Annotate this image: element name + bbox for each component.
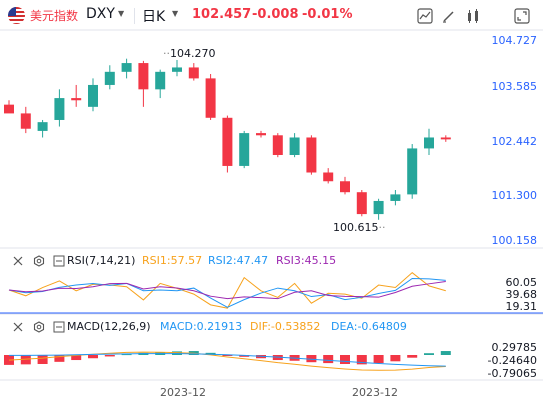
macd-axis-label: -0.24640	[487, 354, 537, 367]
candle	[104, 71, 115, 85]
price-axis-label: 103.585	[491, 80, 538, 93]
us-flag-icon	[8, 7, 25, 24]
low-value: 100.615	[333, 221, 379, 234]
symbol-name: 美元指数	[30, 9, 79, 23]
timeframe-dropdown-icon[interactable]: ▼	[172, 9, 179, 18]
close-icon[interactable]	[12, 321, 24, 333]
collapse-icon[interactable]	[53, 321, 65, 333]
candle	[407, 148, 418, 195]
rsi-axis-label: 60.05	[505, 276, 538, 289]
candle	[54, 98, 65, 120]
macd-axis-label: -0.79065	[487, 367, 537, 380]
candle	[121, 63, 132, 72]
macd-axis-label: 0.29785	[491, 341, 538, 354]
timeframe-select[interactable]: 日K	[142, 9, 166, 25]
macd-bar	[88, 355, 98, 359]
candle	[138, 63, 149, 90]
macd-bar	[407, 355, 418, 358]
close-icon[interactable]	[12, 255, 24, 267]
macd-bar	[54, 355, 65, 362]
symbol-dropdown-icon[interactable]: ▼	[118, 9, 125, 18]
candle	[239, 133, 250, 166]
price-axis-label: 101.300	[491, 189, 538, 202]
candle	[37, 122, 48, 131]
macd-bar	[20, 355, 31, 365]
high-value: 104.270	[170, 47, 216, 60]
dea-line	[8, 353, 446, 367]
x-axis-label: 2023-12	[160, 386, 206, 399]
macd-bar	[373, 355, 384, 364]
x-axis-label: 2023-12	[352, 386, 398, 399]
rsi1-line	[8, 272, 446, 309]
macd-bar	[424, 353, 434, 355]
candle	[256, 133, 266, 136]
macd-bar	[440, 351, 451, 355]
divider	[134, 8, 135, 24]
macd-header: MACD(12,26,9) MACD:0.21913 DIF:-0.53852 …	[0, 317, 543, 337]
macd-value: MACD:0.21913	[160, 320, 243, 333]
candle	[155, 71, 166, 90]
macd-bar	[71, 355, 82, 361]
rsi-axis-label: 19.31	[505, 300, 538, 313]
dea-value: DEA:-0.64809	[331, 320, 407, 333]
candle	[88, 84, 98, 107]
symbol-ticker[interactable]: DXY	[86, 6, 115, 22]
macd-bar	[222, 355, 233, 356]
candle	[272, 135, 283, 155]
macd-bar	[121, 354, 132, 356]
low-annotation: 100.615··	[333, 221, 386, 234]
rsi3-line	[8, 281, 446, 300]
symbol-header: 美元指数 DXY ▼ 日K ▼ 102.457 -0.008 -0.01%	[0, 0, 543, 30]
price-axis-label: 100.158	[491, 234, 538, 247]
candle	[71, 98, 82, 101]
macd-bar	[356, 355, 367, 365]
rsi2-line	[8, 277, 446, 308]
candle	[20, 113, 31, 129]
candle	[4, 104, 14, 114]
candle	[188, 67, 199, 79]
macd-bar	[306, 355, 317, 363]
candle	[289, 137, 300, 155]
candle	[306, 137, 317, 173]
rsi1-value: RSI1:57.57	[142, 254, 203, 267]
rsi-axis-label: 39.68	[505, 288, 538, 301]
macd-bar	[340, 355, 350, 364]
price-change-percent: -0.01%	[302, 7, 353, 22]
price-change: -0.008	[252, 7, 299, 22]
fullscreen-icon[interactable]	[514, 8, 530, 24]
macd-bar	[390, 355, 401, 362]
candle	[340, 181, 350, 193]
rsi2-value: RSI2:47.47	[208, 254, 269, 267]
candle	[440, 137, 451, 140]
rsi-header: RSI(7,14,21) RSI1:57.57 RSI2:47.47 RSI3:…	[0, 251, 543, 271]
price-axis-label: 102.442	[491, 135, 538, 148]
candle	[222, 117, 233, 166]
rsi3-value: RSI3:45.15	[276, 254, 337, 267]
last-price: 102.457	[192, 7, 252, 22]
settings-icon[interactable]	[33, 321, 45, 333]
rsi-name: RSI(7,14,21)	[67, 254, 136, 267]
candle	[424, 137, 434, 149]
candle	[373, 200, 384, 215]
dif-value: DIF:-0.53852	[250, 320, 321, 333]
draw-tool-icon[interactable]	[441, 8, 457, 24]
chart-type-icon[interactable]	[417, 8, 433, 24]
macd-name: MACD(12,26,9)	[67, 320, 151, 333]
candle	[172, 67, 182, 72]
settings-icon[interactable]	[33, 255, 45, 267]
macd-bar	[104, 355, 115, 357]
candle	[323, 172, 334, 182]
candle	[356, 192, 367, 215]
price-axis-label: 104.727	[491, 34, 538, 47]
candle	[205, 78, 216, 118]
candle	[390, 194, 401, 201]
macd-bar	[37, 355, 48, 364]
high-annotation: ··104.270	[163, 47, 216, 60]
macd-bar	[323, 355, 334, 364]
collapse-icon[interactable]	[53, 255, 65, 267]
indicator-icon[interactable]	[465, 8, 481, 24]
